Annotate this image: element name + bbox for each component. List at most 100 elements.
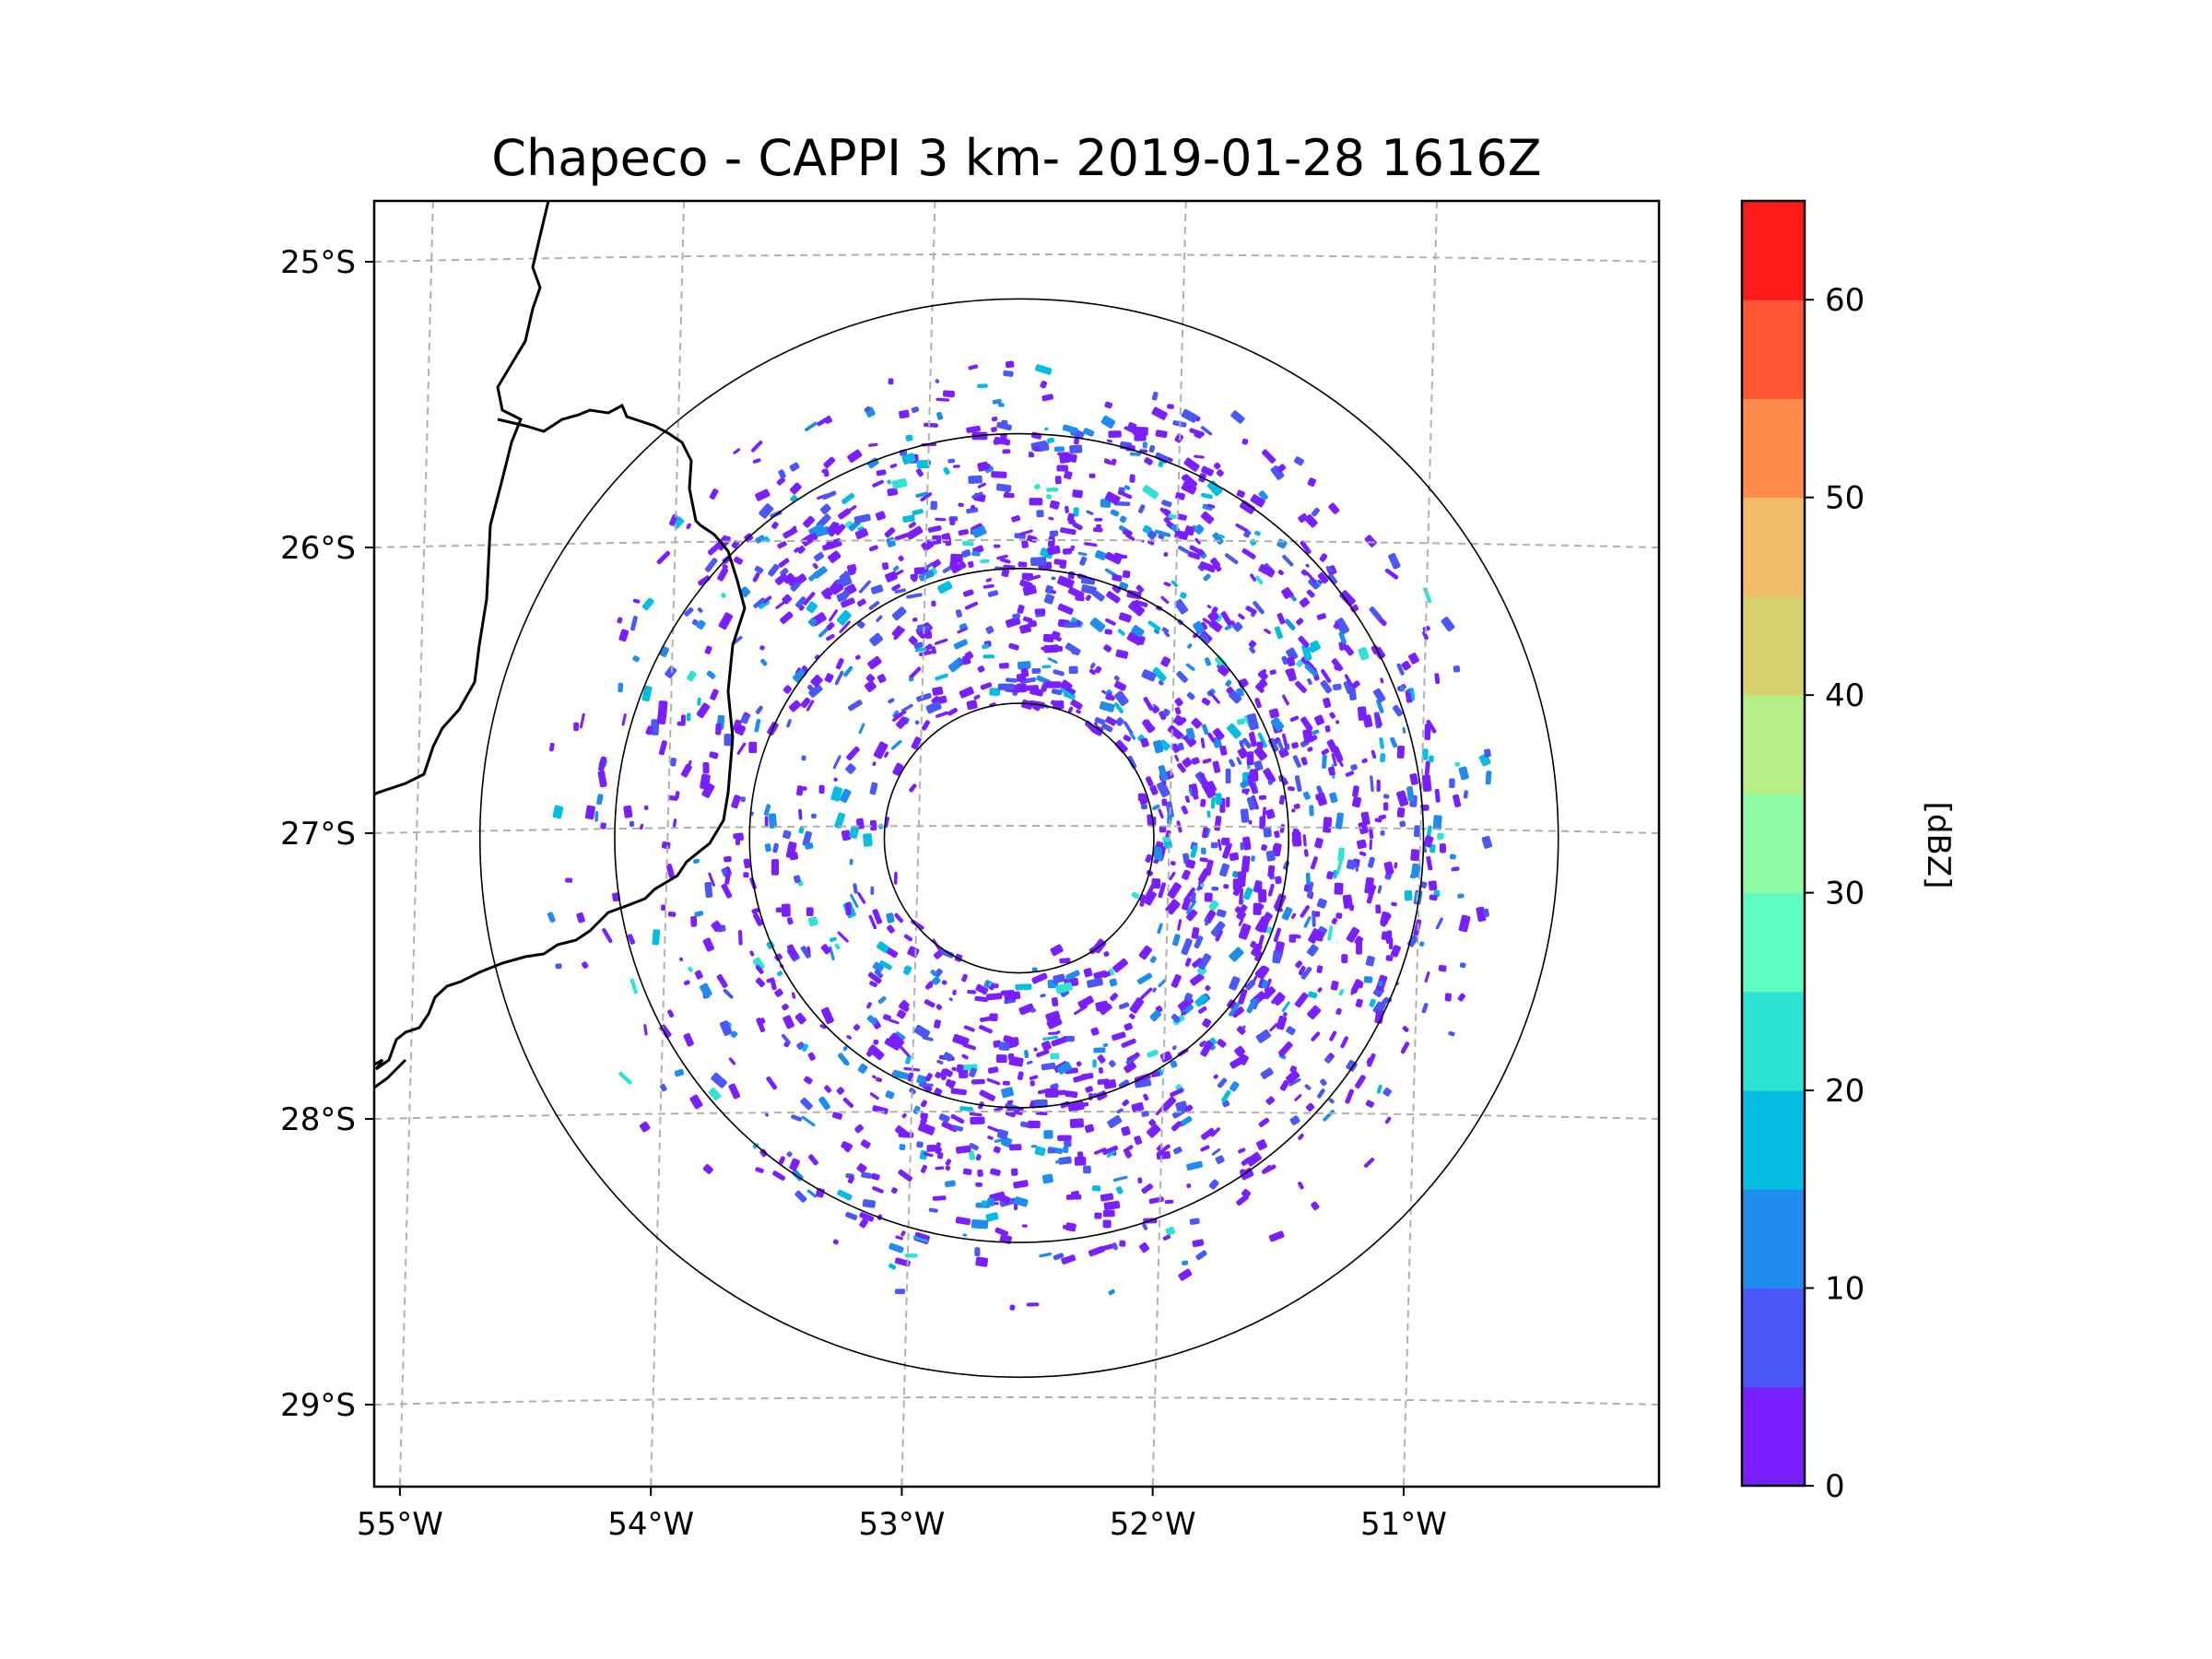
echo-cell <box>869 819 877 831</box>
echo-cell <box>1055 982 1073 994</box>
echo-cell <box>791 992 796 999</box>
echo-cell <box>677 721 686 726</box>
echo-cell <box>1360 811 1371 826</box>
echo-cell <box>1143 1093 1149 1101</box>
echo-cell <box>991 416 998 422</box>
echo-cell <box>932 976 941 985</box>
echo-cell <box>1139 987 1153 1000</box>
echo-cell <box>916 460 930 469</box>
echo-cell <box>1202 758 1212 764</box>
echo-cell <box>1129 731 1136 740</box>
echo-cell <box>1161 627 1170 634</box>
echo-cell <box>1122 570 1131 579</box>
echo-cell <box>1345 771 1355 777</box>
echo-cell <box>1337 847 1345 862</box>
echo-cell <box>1121 1038 1136 1048</box>
echo-cell <box>1294 1094 1302 1101</box>
echo-cell <box>731 794 741 809</box>
echo-cell <box>764 1112 769 1117</box>
echo-cell <box>1267 865 1276 877</box>
echo-cell <box>1190 972 1205 986</box>
echo-cell <box>939 1068 947 1078</box>
chart-title: Chapeco - CAPPI 3 km- 2019-01-28 1616Z <box>491 129 1541 187</box>
echo-cell <box>743 872 749 878</box>
echo-cell <box>971 491 983 500</box>
echo-cell <box>1097 1078 1110 1086</box>
echo-cell <box>856 620 865 629</box>
echo-cell <box>1053 973 1065 984</box>
echo-cell <box>660 1083 667 1092</box>
echo-cell <box>1402 1026 1409 1032</box>
echo-cell <box>1126 631 1143 646</box>
echo-cell <box>996 554 1008 560</box>
echo-cell <box>1215 793 1223 806</box>
echo-cell <box>1421 774 1432 792</box>
echo-cell <box>1368 856 1375 868</box>
echo-cell <box>1068 665 1078 675</box>
echo-cell <box>1189 545 1205 556</box>
echo-cell <box>658 700 668 713</box>
echo-cell <box>905 1054 912 1065</box>
echo-cell <box>996 1129 1009 1140</box>
echo-cell <box>952 989 957 995</box>
echo-cell <box>618 682 624 693</box>
echo-cell <box>690 915 698 927</box>
echo-cell <box>1107 1115 1123 1129</box>
echo-cell <box>696 702 711 719</box>
echo-cell <box>672 818 677 828</box>
echo-cell <box>1203 573 1211 582</box>
echo-cell <box>1369 606 1382 621</box>
echo-cell <box>1177 919 1182 931</box>
echo-cell <box>1177 742 1184 751</box>
echo-cell <box>898 555 904 562</box>
echo-cell <box>1278 1041 1293 1057</box>
echo-cell <box>786 719 792 728</box>
echo-cell <box>891 606 907 621</box>
echo-cell <box>1129 1013 1135 1019</box>
echo-cell <box>1200 737 1206 748</box>
echo-cell <box>693 858 700 865</box>
echo-cell <box>724 855 732 863</box>
echo-cell <box>885 817 889 829</box>
echo-cell <box>1148 1119 1156 1126</box>
echo-cell <box>1110 993 1119 1002</box>
echo-cell <box>1331 917 1338 924</box>
echo-cell <box>985 1212 999 1222</box>
echo-cell <box>857 1063 868 1074</box>
echo-cell <box>641 685 653 702</box>
echo-cell <box>853 1024 861 1031</box>
echo-cell <box>1064 1139 1072 1147</box>
echo-cell <box>1171 1121 1182 1132</box>
echo-cell <box>708 872 715 887</box>
echo-cell <box>1149 956 1157 963</box>
echo-cell <box>1380 753 1386 763</box>
echo-cell <box>1137 504 1146 513</box>
echo-cell <box>708 1088 722 1100</box>
echo-cell <box>843 665 853 677</box>
echo-cell <box>1317 987 1323 993</box>
echo-cell <box>1030 1008 1037 1013</box>
colorbar-segment-9 <box>1742 497 1805 597</box>
echo-cell <box>1192 789 1199 800</box>
echo-cell <box>845 763 856 774</box>
echo-cell <box>1223 884 1230 889</box>
echo-cell <box>969 1143 979 1151</box>
echo-cell <box>818 1096 830 1111</box>
echo-cell <box>1144 457 1153 465</box>
echo-cell <box>782 1003 789 1011</box>
echo-cell <box>1124 721 1134 735</box>
echo-cell <box>1100 415 1116 429</box>
echo-cell <box>1263 768 1277 784</box>
echo-cell <box>1024 1050 1030 1059</box>
echo-cell <box>1092 1059 1097 1068</box>
echo-cell <box>1298 635 1310 648</box>
echo-cell <box>1061 1254 1077 1265</box>
echo-cell <box>1065 1222 1077 1232</box>
echo-cell <box>948 997 953 1002</box>
echo-cell <box>656 550 671 565</box>
echo-cell <box>1193 620 1206 635</box>
echo-cell <box>735 836 741 846</box>
echo-cell <box>1305 563 1310 568</box>
echo-cell <box>1077 1151 1084 1159</box>
echo-cell <box>1308 991 1318 999</box>
